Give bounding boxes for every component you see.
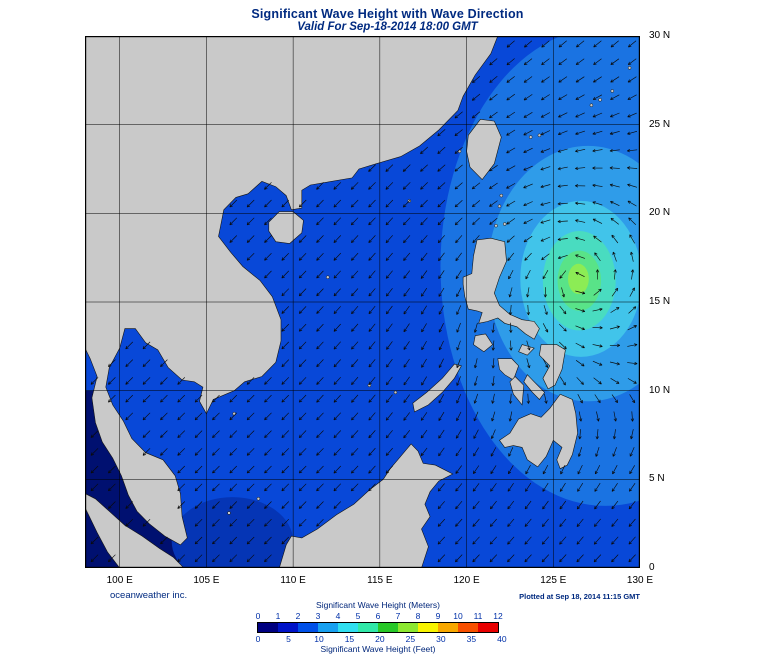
legend-color-segment-9 <box>438 623 458 632</box>
legend-color-segment-3 <box>318 623 338 632</box>
sea-patch-low-karimata <box>171 497 294 568</box>
island-dot <box>256 497 261 501</box>
legend-color-segment-1 <box>278 623 298 632</box>
legend-meters-tick-6: 6 <box>375 611 381 621</box>
legend-feet-tick-10: 10 <box>314 634 324 644</box>
land-mindoro <box>473 333 493 353</box>
legend-meters-tick-8: 8 <box>415 611 421 621</box>
legend-color-segment-11 <box>478 623 498 632</box>
lon-tick-label-115: 115 E <box>367 575 393 586</box>
legend-feet-tick-15: 15 <box>344 634 355 644</box>
lat-tick-label-5: 5 N <box>649 473 665 485</box>
page-title: Significant Wave Height with Wave Direct… <box>251 7 524 21</box>
lat-tick-label-25: 25 N <box>649 118 671 130</box>
legend-feet-tick-25: 25 <box>405 634 416 644</box>
legend-meters-tick-10: 10 <box>453 611 463 621</box>
island-dot <box>598 98 602 102</box>
island-dot <box>393 390 398 395</box>
land-hainan <box>268 211 304 244</box>
legend-meters-tick-12: 12 <box>493 611 503 621</box>
island-dot <box>537 133 542 138</box>
island-dot <box>326 275 330 279</box>
legend-feet-tick-20: 20 <box>375 634 385 644</box>
legend-feet-tick-35: 35 <box>466 634 477 644</box>
land-mainland-asia <box>85 36 499 546</box>
island-dot <box>497 204 502 208</box>
legend-meters-tick-1: 1 <box>275 611 281 621</box>
legend-meters-tick-9: 9 <box>435 611 441 621</box>
map-canvas <box>85 36 640 568</box>
legend-meters-tick-5: 5 <box>355 611 361 621</box>
legend-feet-tick-40: 40 <box>497 634 507 644</box>
legend-color-segment-4 <box>338 623 358 632</box>
island-dot <box>502 222 507 226</box>
wave-direction-arrows <box>90 40 638 563</box>
map-border <box>85 36 640 568</box>
land-cebu-bohol <box>523 374 545 400</box>
island-dot <box>627 66 632 70</box>
lat-tick-label-0: 0 <box>649 562 655 573</box>
legend-colorbar <box>257 622 499 633</box>
legend-feet-tick-30: 30 <box>436 634 446 644</box>
plotted-timestamp: Plotted at Sep 18, 2014 11:15 GMT <box>519 592 640 601</box>
island-dot <box>499 193 504 198</box>
oceanweather-credit: oceanweather inc. <box>110 590 188 601</box>
legend-meters-ticks: 0 1 2 3 4 5 6 7 8 9 10 11 12 <box>255 611 503 621</box>
lon-tick-label-100: 100 E <box>106 575 133 586</box>
legend-meters-title: Significant Wave Height (Meters) <box>316 600 440 610</box>
lon-tick-label-125: 125 E <box>540 575 567 586</box>
legend-color-segment-10 <box>458 623 478 632</box>
legend-color-segment-5 <box>358 623 378 632</box>
lat-tick-label-10: 10 N <box>649 384 671 396</box>
lat-tick-label-20: 20 N <box>649 207 671 219</box>
legend-color-segment-2 <box>298 623 318 632</box>
lat-tick-label-15: 15 N <box>649 296 671 307</box>
island-dot <box>227 511 231 515</box>
land-sumatra <box>85 493 185 568</box>
land-borneo <box>278 443 454 568</box>
legend-feet-ticks: 0 5 10 15 20 25 30 35 40 <box>255 634 507 644</box>
legend-feet-tick-5: 5 <box>286 634 291 644</box>
legend-color-segment-8 <box>418 623 438 632</box>
legend-meters-tick-2: 2 <box>295 611 301 621</box>
lat-tick-label-30: 30 N <box>649 30 671 41</box>
legend-meters-tick-4: 4 <box>335 611 341 621</box>
legend-color-segment-0 <box>258 623 278 632</box>
land-luzon <box>462 237 540 340</box>
land-taiwan <box>466 118 502 181</box>
legend-meters-tick-0: 0 <box>255 611 261 621</box>
wave-height-ring-5 <box>568 263 589 294</box>
legend-feet-title: Significant Wave Height (Feet) <box>320 644 436 654</box>
island-dot <box>528 135 533 139</box>
legend-meters-tick-3: 3 <box>315 611 321 621</box>
land-mindanao <box>499 393 578 470</box>
legend-color-segment-6 <box>378 623 398 632</box>
lon-tick-label-105: 105 E <box>193 575 220 586</box>
lon-tick-label-110: 110 E <box>280 575 306 586</box>
valid-time-subtitle: Valid For Sep-18-2014 18:00 GMT <box>297 21 478 33</box>
island-dot <box>610 89 615 93</box>
lon-tick-label-120: 120 E <box>453 575 480 586</box>
legend-color-segment-7 <box>398 623 418 632</box>
legend-meters-tick-11: 11 <box>473 611 483 621</box>
legend-feet-tick-0: 0 <box>255 634 261 644</box>
land-samar-leyte <box>539 344 566 390</box>
legend-meters-tick-7: 7 <box>395 611 401 621</box>
island-dot <box>589 103 594 107</box>
lon-tick-label-130: 130 E <box>626 575 654 586</box>
island-dot <box>494 223 498 228</box>
